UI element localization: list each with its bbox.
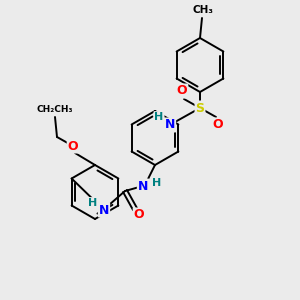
Text: O: O bbox=[68, 140, 78, 152]
Text: S: S bbox=[196, 101, 205, 115]
Text: N: N bbox=[138, 179, 148, 193]
Text: H: H bbox=[154, 112, 164, 122]
Text: H: H bbox=[152, 178, 162, 188]
Text: CH₂CH₃: CH₂CH₃ bbox=[37, 104, 73, 113]
Text: O: O bbox=[213, 118, 223, 131]
Text: H: H bbox=[88, 198, 98, 208]
Text: CH₃: CH₃ bbox=[193, 5, 214, 15]
Text: O: O bbox=[134, 208, 144, 221]
Text: N: N bbox=[99, 203, 109, 217]
Text: O: O bbox=[177, 85, 187, 98]
Text: N: N bbox=[165, 118, 175, 131]
